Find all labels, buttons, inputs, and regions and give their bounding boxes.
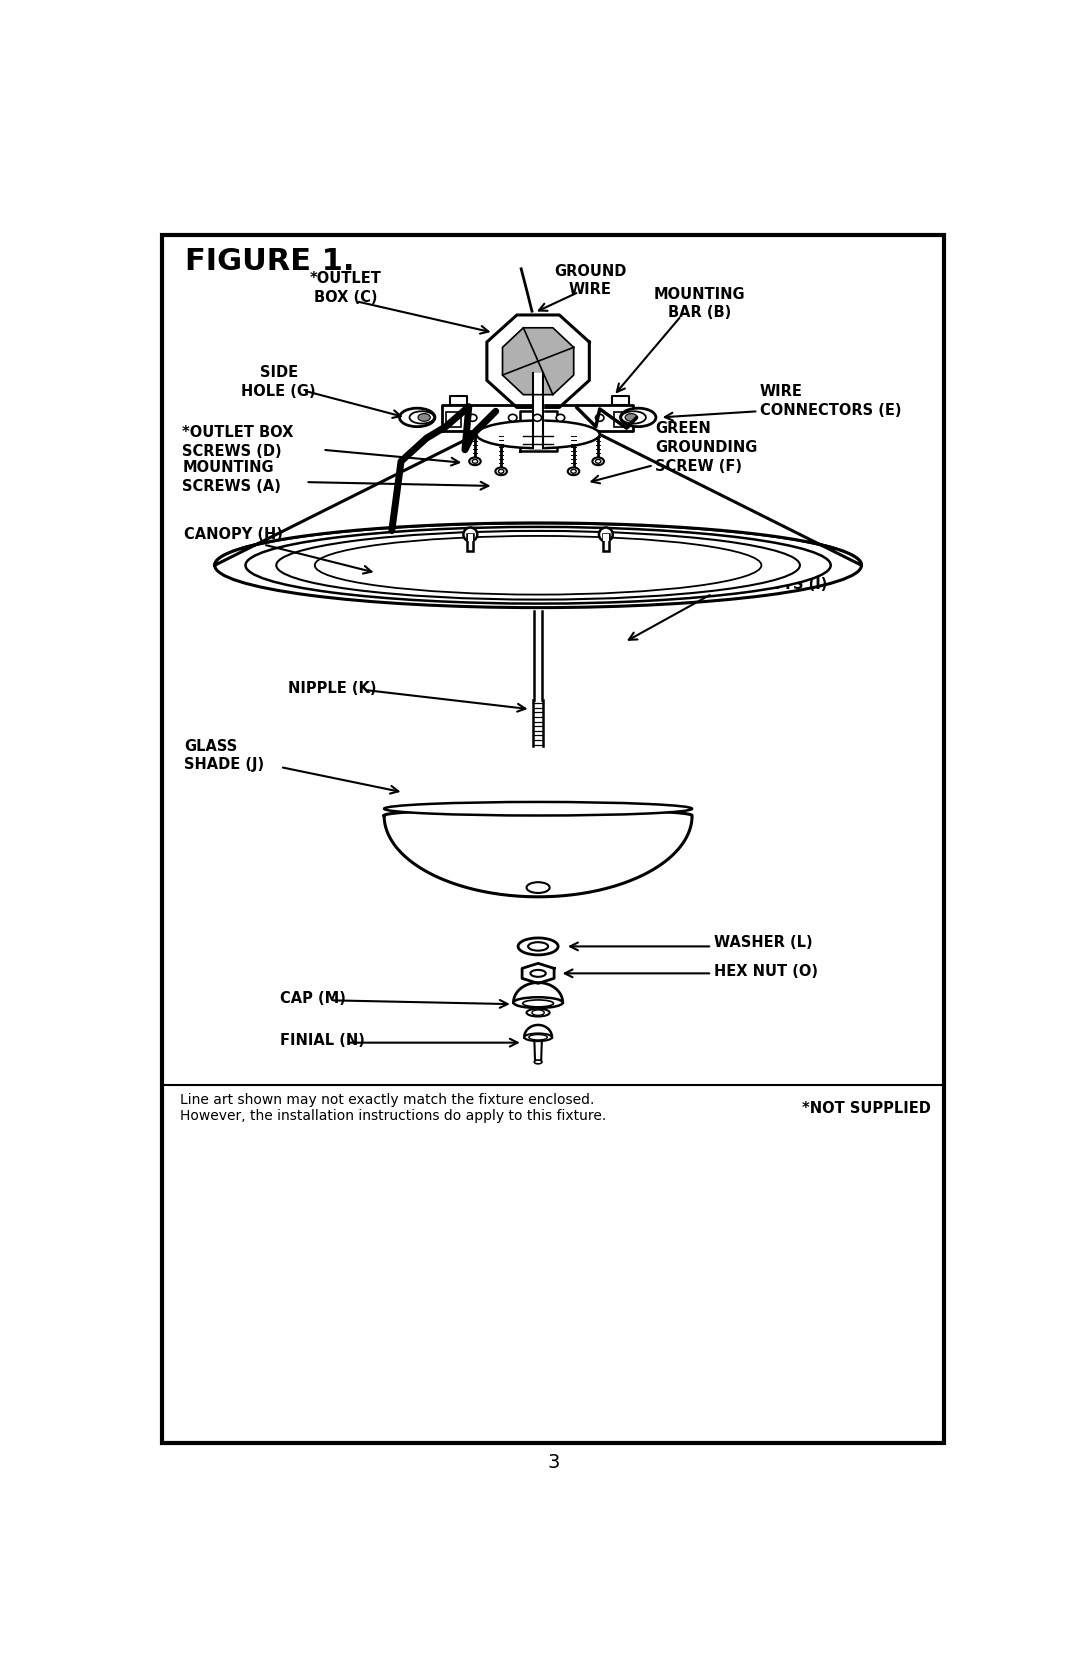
Ellipse shape <box>418 414 430 421</box>
Ellipse shape <box>476 421 599 449</box>
Text: CANOPY (H): CANOPY (H) <box>184 527 283 542</box>
Ellipse shape <box>625 414 637 421</box>
Bar <box>446 412 461 427</box>
Ellipse shape <box>593 457 604 466</box>
Ellipse shape <box>621 409 656 427</box>
Polygon shape <box>532 372 543 449</box>
Polygon shape <box>450 396 468 406</box>
Bar <box>468 534 473 551</box>
Text: KEY SLOTS (I): KEY SLOTS (I) <box>714 577 827 592</box>
Ellipse shape <box>529 1035 548 1040</box>
Text: HEX NUT (O): HEX NUT (O) <box>714 963 818 978</box>
Ellipse shape <box>523 1000 554 1006</box>
Polygon shape <box>524 1025 552 1036</box>
Text: However, the installation instructions do apply to this fixture.: However, the installation instructions d… <box>180 1108 606 1123</box>
Ellipse shape <box>571 469 577 474</box>
Text: NIPPLE (K): NIPPLE (K) <box>288 681 376 696</box>
Polygon shape <box>535 1036 542 1060</box>
Polygon shape <box>534 699 543 746</box>
Ellipse shape <box>314 536 761 594</box>
Ellipse shape <box>518 938 558 955</box>
Bar <box>603 534 609 551</box>
Polygon shape <box>502 327 573 394</box>
Text: WIRE
CONNECTORS (E): WIRE CONNECTORS (E) <box>760 384 902 417</box>
Bar <box>603 534 608 541</box>
Ellipse shape <box>509 414 517 421</box>
Text: FINIAL (N): FINIAL (N) <box>280 1033 365 1048</box>
Text: MOUNTING
BAR (B): MOUNTING BAR (B) <box>654 287 745 320</box>
Text: WASHER (L): WASHER (L) <box>714 935 812 950</box>
Text: SIDE
HOLE (G): SIDE HOLE (G) <box>241 366 316 399</box>
Ellipse shape <box>535 1060 542 1063</box>
Text: GROUND
WIRE: GROUND WIRE <box>554 264 626 297</box>
Circle shape <box>463 527 477 541</box>
Text: *OUTLET BOX
SCREWS (D): *OUTLET BOX SCREWS (D) <box>183 426 294 459</box>
Ellipse shape <box>469 457 481 466</box>
Polygon shape <box>487 315 590 407</box>
Ellipse shape <box>513 998 563 1008</box>
Polygon shape <box>612 396 629 406</box>
Ellipse shape <box>595 459 600 464</box>
Text: *OUTLET
BOX (C): *OUTLET BOX (C) <box>310 272 381 305</box>
Ellipse shape <box>530 970 545 976</box>
Ellipse shape <box>621 411 646 424</box>
Text: GREEN
GROUNDING
SCREW (F): GREEN GROUNDING SCREW (F) <box>656 421 757 474</box>
Polygon shape <box>513 983 563 1003</box>
Text: MOUNTING
SCREWS (A): MOUNTING SCREWS (A) <box>183 461 281 494</box>
Ellipse shape <box>276 531 800 599</box>
Text: CAP (M): CAP (M) <box>280 990 346 1005</box>
Ellipse shape <box>215 522 862 608</box>
Text: Line art shown may not exactly match the fixture enclosed.: Line art shown may not exactly match the… <box>180 1093 594 1108</box>
Text: 3: 3 <box>548 1452 559 1472</box>
Ellipse shape <box>472 459 477 464</box>
Ellipse shape <box>556 414 565 421</box>
Ellipse shape <box>384 803 692 816</box>
Ellipse shape <box>532 1010 544 1015</box>
Polygon shape <box>522 963 554 983</box>
Ellipse shape <box>469 414 477 421</box>
Ellipse shape <box>527 883 550 893</box>
Ellipse shape <box>568 467 579 476</box>
Polygon shape <box>442 406 633 431</box>
Ellipse shape <box>527 1008 550 1016</box>
Bar <box>468 534 473 541</box>
Ellipse shape <box>528 943 549 951</box>
Ellipse shape <box>409 411 434 424</box>
Polygon shape <box>535 611 542 699</box>
Circle shape <box>599 527 612 541</box>
Bar <box>613 412 629 427</box>
Text: *NOT SUPPLIED: *NOT SUPPLIED <box>802 1100 931 1115</box>
Ellipse shape <box>245 527 831 604</box>
Ellipse shape <box>400 409 435 427</box>
Polygon shape <box>215 434 862 566</box>
Polygon shape <box>519 411 556 451</box>
Ellipse shape <box>534 414 541 421</box>
Ellipse shape <box>499 469 504 474</box>
Text: FIGURE 1.: FIGURE 1. <box>186 247 355 275</box>
Text: GLASS
SHADE (J): GLASS SHADE (J) <box>184 739 264 773</box>
Ellipse shape <box>595 414 604 421</box>
Ellipse shape <box>524 1033 552 1041</box>
Ellipse shape <box>496 467 507 476</box>
Polygon shape <box>384 809 692 896</box>
